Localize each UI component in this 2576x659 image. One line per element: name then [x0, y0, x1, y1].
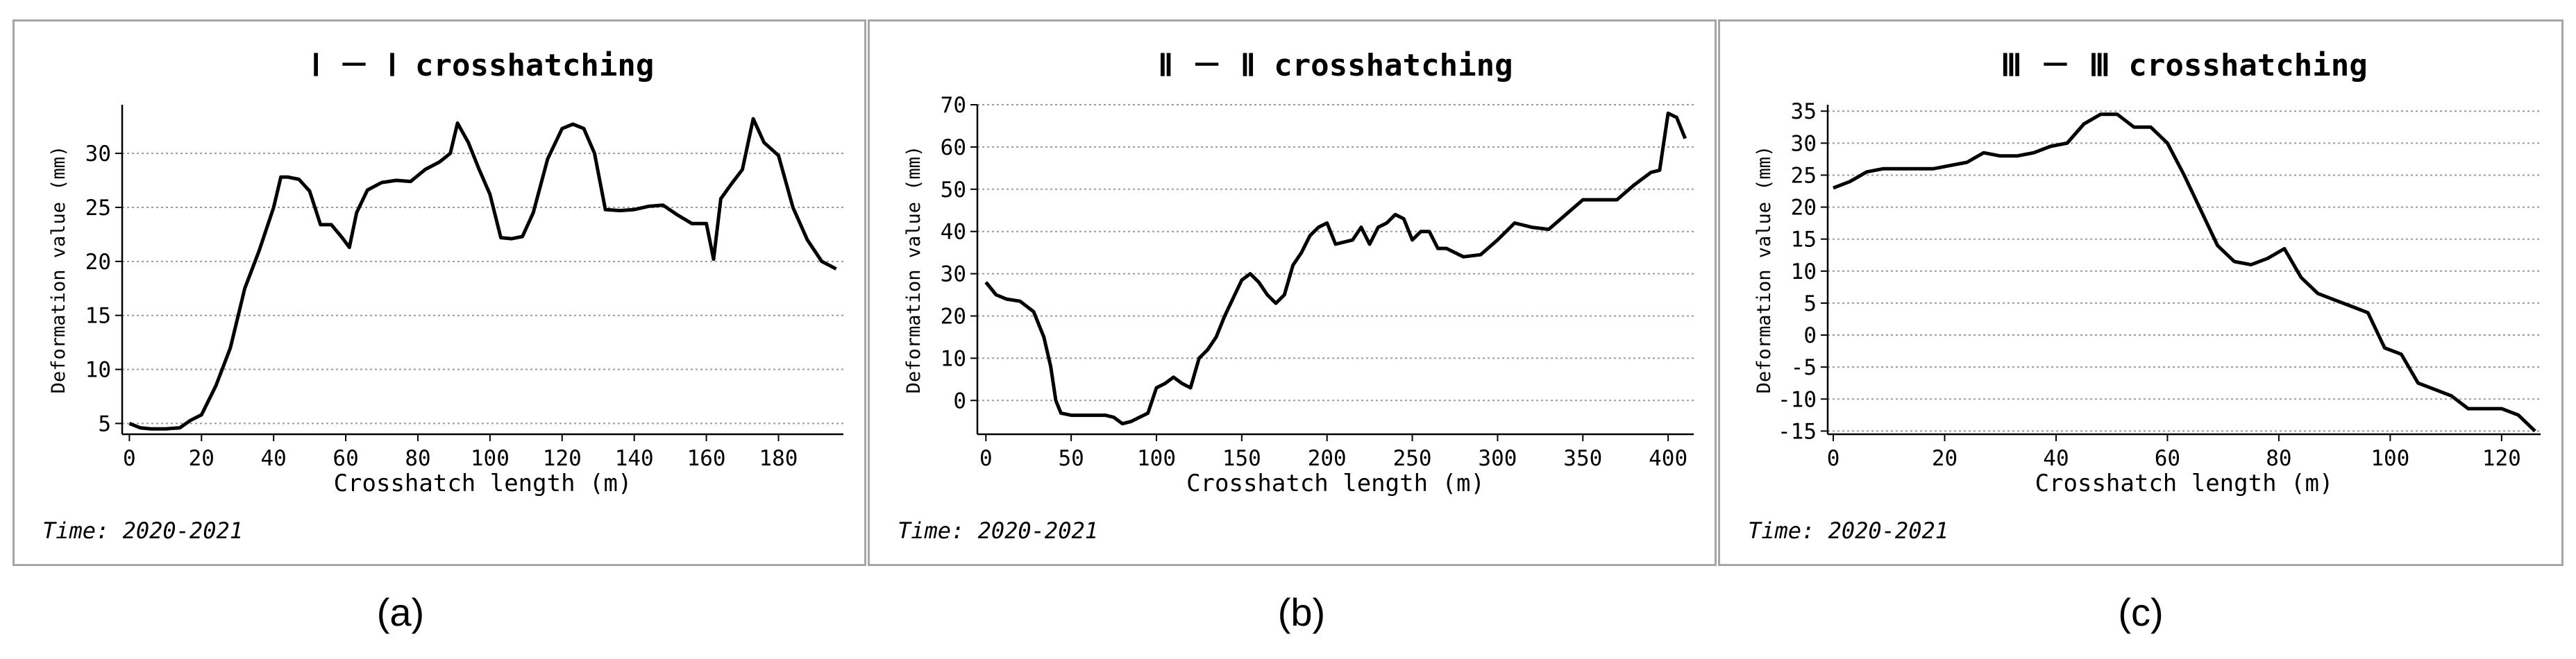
chart-c-xtick-label-1: 20	[1932, 446, 1958, 471]
chart-a-ytick-label-4: 25	[85, 196, 111, 221]
chart-a-xtick-label-6: 120	[543, 446, 582, 471]
chart-a-xtick-label-3: 60	[332, 446, 358, 471]
chart-a-ytick-label-0: 5	[98, 411, 111, 436]
chart-b-series-line	[984, 111, 1687, 426]
chart-b-ytick-label-7: 70	[941, 93, 966, 118]
chart-c-xtick-label-5: 100	[2371, 446, 2409, 471]
chart-panel-a: Ⅰ － Ⅰ crosshatching 5 10 15 20 25 30 0 20 40 60 80 1…	[12, 19, 866, 566]
chart-c-ytick-label-9: 30	[1791, 131, 1817, 156]
chart-c-ytick-label-4: 5	[1803, 291, 1817, 316]
caption-b: (b)	[1277, 590, 1326, 634]
chart-b-xtick-label-8: 400	[1649, 446, 1687, 471]
chart-c-xtick-label-0: 0	[1827, 446, 1840, 471]
chart-b-ytick-label-3: 30	[941, 262, 966, 287]
chart-a-xtick-label-5: 100	[471, 446, 510, 471]
chart-a-xlabel: Crosshatch length (m)	[334, 470, 632, 497]
chart-a-title: Ⅰ － Ⅰ crosshatching	[312, 48, 655, 83]
chart-b-xtick-label-1: 50	[1058, 446, 1084, 471]
chart-b-time: Time: 2020-2021	[898, 517, 1098, 544]
chart-a-xtick-label-8: 160	[687, 446, 726, 471]
chart-c-xtick-label-4: 80	[2266, 446, 2291, 471]
chart-b-xlabel: Crosshatch length (m)	[1186, 470, 1485, 497]
chart-a-xtick-label-2: 40	[261, 446, 287, 471]
chart-c-ytick-label-7: 20	[1791, 196, 1817, 221]
chart-b-title: Ⅱ － Ⅱ crosshatching	[1158, 48, 1513, 83]
chart-c-title: Ⅲ － Ⅲ crosshatching	[2001, 48, 2368, 83]
chart-a-xtick-label-4: 80	[405, 446, 430, 471]
chart-b-ytick-label-6: 60	[941, 135, 966, 160]
chart-b-ytick-label-0: 0	[953, 388, 966, 413]
chart-a-xtick-label-1: 20	[189, 446, 214, 471]
chart-c: Ⅲ － Ⅲ crosshatching -15 -10 -5 0 5 10 15 20 25 30 3…	[1753, 48, 2541, 497]
chart-b-xtick-label-2: 100	[1137, 446, 1176, 471]
chart-c-ytick-label-8: 25	[1791, 163, 1817, 188]
chart-b-ylabel: Deformation value (mm)	[903, 146, 925, 394]
caption-c: (c)	[2118, 590, 2164, 634]
chart-a-xtick-label-7: 140	[615, 446, 654, 471]
chart-b-ytick-label-4: 40	[941, 220, 966, 245]
chart-b-xtick-label-0: 0	[979, 446, 993, 471]
chart-a: Ⅰ － Ⅰ crosshatching 5 10 15 20 25 30 0 20 40 60 80 1…	[48, 48, 843, 497]
chart-c-ytick-label-6: 15	[1791, 228, 1817, 253]
chart-c-ylabel: Deformation value (mm)	[1753, 146, 1775, 394]
chart-a-ytick-label-2: 15	[85, 304, 111, 329]
chart-a-series-line	[128, 117, 837, 431]
chart-b-xtick-label-7: 350	[1563, 446, 1602, 471]
caption-a: (a)	[376, 590, 425, 634]
chart-c-series-line	[1833, 112, 2536, 433]
chart-panel-b: Ⅱ － Ⅱ crosshatching 0 10 20 30 40 50 60 70 0 50 100…	[868, 19, 1717, 566]
chart-a-xtick-label-0: 0	[123, 446, 136, 471]
chart-b-xtick-label-6: 300	[1478, 446, 1517, 471]
chart-a-time: Time: 2020-2021	[42, 517, 243, 544]
chart-a-ytick-label-3: 20	[85, 250, 111, 275]
chart-b-xtick-label-3: 150	[1222, 446, 1261, 471]
chart-c-xtick-label-2: 40	[2043, 446, 2069, 471]
chart-panel-c: Ⅲ － Ⅲ crosshatching -15 -10 -5 0 5 10 15 20 25 30 3…	[1718, 19, 2564, 566]
chart-c-ytick-label-0: -15	[1778, 419, 1817, 444]
chart-c-time: Time: 2020-2021	[1748, 517, 1948, 544]
chart-b-ytick-label-5: 50	[941, 178, 966, 203]
chart-b: Ⅱ － Ⅱ crosshatching 0 10 20 30 40 50 60 70 0 50 100…	[903, 48, 1694, 497]
chart-c-ytick-label-5: 10	[1791, 259, 1817, 284]
chart-b-xtick-label-4: 200	[1308, 446, 1347, 471]
chart-c-ytick-label-3: 0	[1803, 323, 1817, 348]
chart-c-ytick-label-1: -10	[1778, 387, 1817, 412]
chart-a-xtick-label-9: 180	[759, 446, 798, 471]
chart-a-ytick-label-5: 30	[85, 142, 111, 166]
chart-a-ytick-label-1: 10	[85, 358, 111, 383]
chart-c-ytick-label-10: 35	[1791, 99, 1817, 124]
chart-c-xtick-label-3: 60	[2155, 446, 2180, 471]
chart-c-xtick-label-6: 120	[2482, 446, 2521, 471]
chart-b-ytick-label-2: 20	[941, 304, 966, 329]
chart-b-ytick-label-1: 10	[941, 346, 966, 371]
chart-c-ytick-label-2: -5	[1791, 355, 1817, 380]
chart-b-xtick-label-5: 250	[1393, 446, 1432, 471]
chart-a-ylabel: Deformation value (mm)	[48, 146, 69, 394]
chart-c-xlabel: Crosshatch length (m)	[2035, 470, 2334, 497]
